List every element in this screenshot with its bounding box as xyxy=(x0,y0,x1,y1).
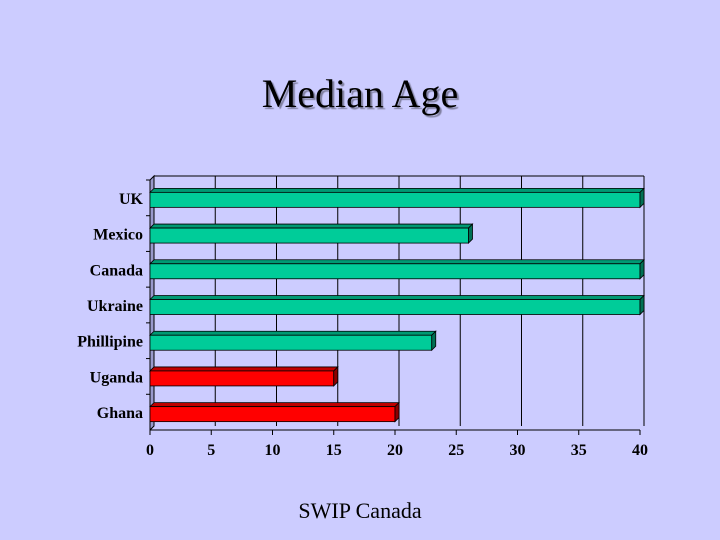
bar-top-face xyxy=(149,295,645,300)
bar xyxy=(149,401,400,423)
bar-top-face xyxy=(149,402,400,408)
bar-end-face xyxy=(639,187,645,209)
bar-front-face xyxy=(149,334,433,351)
bar-end-face xyxy=(639,294,645,316)
x-tick-label: 0 xyxy=(146,442,154,459)
slide-title: Median Age xyxy=(261,71,459,116)
bar-front-face xyxy=(149,191,641,208)
bar-layer xyxy=(149,187,645,423)
category-label: Ghana xyxy=(97,405,143,422)
bar xyxy=(149,330,437,352)
bar xyxy=(149,223,474,245)
bar-front-face xyxy=(149,370,335,387)
bar-end-face xyxy=(333,365,339,387)
bar-top-face xyxy=(149,187,645,193)
x-tick-label: 35 xyxy=(571,442,587,459)
bar-front-face xyxy=(149,299,641,315)
x-tick-label: 40 xyxy=(632,442,648,459)
category-label: Phillipine xyxy=(77,334,143,351)
bar xyxy=(149,187,645,209)
bar-end-face xyxy=(394,401,400,423)
x-tick-label: 30 xyxy=(510,442,526,459)
bar-front-face xyxy=(149,227,469,244)
bar-top-face xyxy=(149,259,645,265)
bar-end-face xyxy=(431,330,437,352)
category-label: Mexico xyxy=(93,227,143,244)
bar-end-face xyxy=(468,223,473,245)
x-tick-label: 15 xyxy=(326,442,342,459)
x-tick-label: 5 xyxy=(207,442,215,459)
category-label: Canada xyxy=(90,262,143,279)
label-layer: 0 5 10 15 20 25 30 35 40 UK Mexico Canada Ukraine Phi… xyxy=(77,191,648,459)
bar-top-face xyxy=(149,366,339,372)
bar-top-face xyxy=(149,330,437,336)
category-label: Uganda xyxy=(90,369,143,386)
bar-front-face xyxy=(149,263,641,280)
x-tick-label: 10 xyxy=(265,442,281,459)
category-label: Ukraine xyxy=(87,298,143,315)
bar-end-face xyxy=(639,258,645,280)
bar xyxy=(149,294,645,316)
x-tick-label: 25 xyxy=(448,442,464,459)
bar-top-face xyxy=(149,223,474,229)
bar-front-face xyxy=(149,406,396,423)
bar xyxy=(149,258,645,280)
slide-footer: SWIP Canada xyxy=(298,498,422,523)
category-label: UK xyxy=(119,191,144,208)
x-tick-label: 20 xyxy=(387,442,403,459)
bar xyxy=(149,365,339,387)
